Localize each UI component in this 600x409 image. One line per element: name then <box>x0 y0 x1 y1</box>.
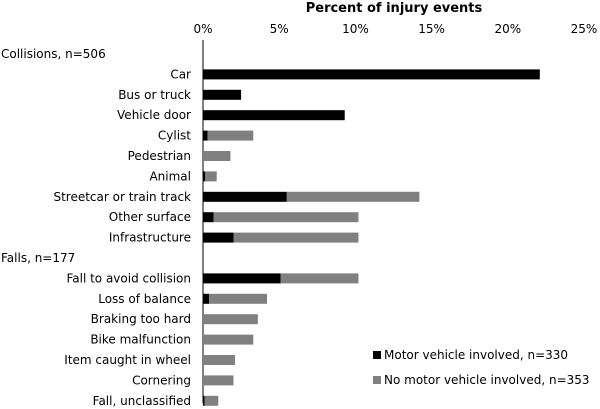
bar-motor-vehicle <box>203 110 345 121</box>
bar-no-motor-vehicle <box>203 334 254 345</box>
category-label: Cylist <box>158 129 191 143</box>
bar-motor-vehicle <box>203 69 540 80</box>
category-label: Other surface <box>109 210 191 224</box>
bar-motor-vehicle <box>203 232 234 243</box>
legend-label: No motor vehicle involved, n=353 <box>384 373 590 387</box>
bar-no-motor-vehicle <box>233 232 359 243</box>
category-label: Loss of balance <box>98 292 191 306</box>
legend: Motor vehicle involved, n=330 No motor ve… <box>373 348 590 387</box>
x-axis-tick-labels: 0% 5% 10% 15% 20% 25% <box>193 22 597 36</box>
x-tick-label: 5% <box>270 22 289 36</box>
bar-motor-vehicle <box>203 130 208 141</box>
bar-motor-vehicle <box>203 395 205 406</box>
legend-swatch <box>373 351 381 359</box>
category-label: Bike malfunction <box>90 333 191 347</box>
bar-no-motor-vehicle <box>203 375 234 386</box>
bars <box>203 69 540 406</box>
category-label: Pedestrian <box>128 149 191 163</box>
bar-motor-vehicle <box>203 171 206 182</box>
x-tick-label: 20% <box>494 22 521 36</box>
category-label: Braking too hard <box>91 312 191 326</box>
bar-motor-vehicle <box>203 191 287 202</box>
category-label: Item caught in wheel <box>64 353 191 367</box>
bar-no-motor-vehicle <box>286 191 420 202</box>
bar-motor-vehicle <box>203 89 242 100</box>
legend-swatch <box>373 376 381 384</box>
bar-no-motor-vehicle <box>203 314 258 325</box>
bar-motor-vehicle <box>203 212 214 223</box>
category-labels: Collisions, n=506 Car Bus or truck Vehicle … <box>1 47 191 408</box>
bar-no-motor-vehicle <box>280 273 359 284</box>
x-tick-label: 10% <box>342 22 369 36</box>
x-tick-label: 15% <box>418 22 445 36</box>
chart-title: Percent of injury events <box>306 1 483 16</box>
legend-label: Motor vehicle involved, n=330 <box>384 348 568 362</box>
category-label: Vehicle door <box>117 108 191 122</box>
x-tick-label: 0% <box>193 22 212 36</box>
category-label: Fall to avoid collision <box>66 271 191 285</box>
category-label: Bus or truck <box>118 88 191 102</box>
category-label: Fall, unclassified <box>93 394 191 408</box>
bar-motor-vehicle <box>203 273 281 284</box>
x-tick-label: 25% <box>571 22 598 36</box>
bar-no-motor-vehicle <box>205 171 217 182</box>
bar-no-motor-vehicle <box>209 293 268 304</box>
category-label: Streetcar or train track <box>53 190 191 204</box>
bar-no-motor-vehicle <box>203 355 236 365</box>
bar-no-motor-vehicle <box>204 395 219 406</box>
group-label: Falls, n=177 <box>1 251 75 265</box>
bar-no-motor-vehicle <box>207 130 254 141</box>
bar-no-motor-vehicle <box>213 212 359 223</box>
bar-motor-vehicle <box>203 293 210 304</box>
category-label: Infrastructure <box>109 231 191 245</box>
category-label: Car <box>170 67 191 81</box>
category-label: Animal <box>149 169 191 183</box>
group-label: Collisions, n=506 <box>1 47 106 61</box>
category-label: Cornering <box>132 373 191 387</box>
bar-no-motor-vehicle <box>203 151 231 161</box>
